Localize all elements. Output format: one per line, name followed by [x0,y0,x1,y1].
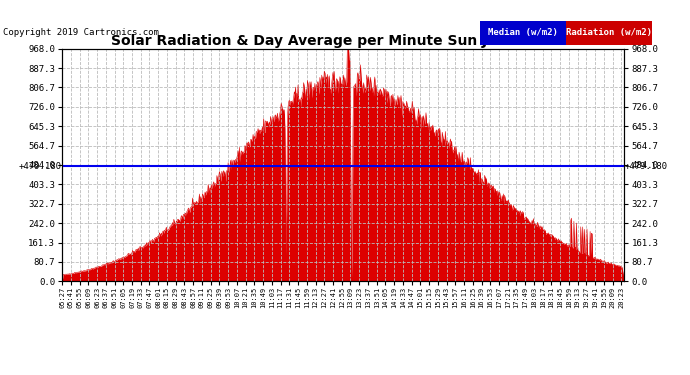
Text: Radiation (w/m2): Radiation (w/m2) [566,28,652,38]
Text: Copyright 2019 Cartronics.com: Copyright 2019 Cartronics.com [3,28,159,37]
Text: Median (w/m2): Median (w/m2) [488,28,558,38]
Text: +479.180: +479.180 [625,162,668,171]
Title: Solar Radiation & Day Average per Minute Sun Jul 14 20:28: Solar Radiation & Day Average per Minute… [111,34,575,48]
Text: +479.180: +479.180 [19,162,61,171]
